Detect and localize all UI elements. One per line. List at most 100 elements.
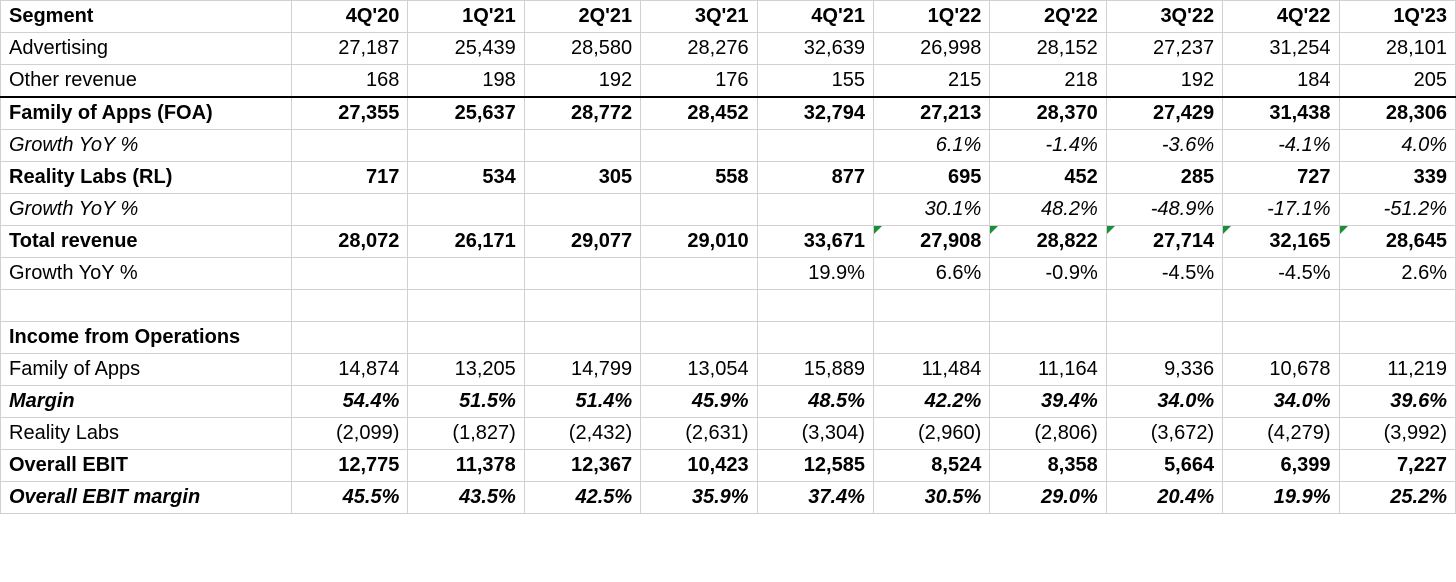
row-label: Overall EBIT — [1, 450, 292, 482]
cell: 39.6% — [1339, 386, 1455, 418]
cell — [524, 322, 640, 354]
cell: 12,367 — [524, 450, 640, 482]
cell — [873, 290, 989, 322]
cell: 13,054 — [641, 354, 757, 386]
col-header-period: 1Q'21 — [408, 1, 524, 33]
cell — [292, 194, 408, 226]
cell — [524, 194, 640, 226]
cell: 37.4% — [757, 482, 873, 514]
cell: 28,101 — [1339, 33, 1455, 65]
cell: 19.9% — [757, 258, 873, 290]
table-row: Overall EBIT12,77511,37812,36710,42312,5… — [1, 450, 1456, 482]
cell — [1339, 322, 1455, 354]
cell: -1.4% — [990, 130, 1106, 162]
cell: 28,152 — [990, 33, 1106, 65]
cell — [641, 290, 757, 322]
cell: 7,227 — [1339, 450, 1455, 482]
cell: 727 — [1223, 162, 1339, 194]
cell — [641, 258, 757, 290]
cell — [873, 322, 989, 354]
cell: 28,306 — [1339, 97, 1455, 130]
row-label: Advertising — [1, 33, 292, 65]
cell — [1106, 290, 1222, 322]
cell — [757, 194, 873, 226]
cell — [641, 130, 757, 162]
cell: 205 — [1339, 65, 1455, 98]
cell: -48.9% — [1106, 194, 1222, 226]
cell: 10,423 — [641, 450, 757, 482]
cell: 28,822 — [990, 226, 1106, 258]
cell — [524, 290, 640, 322]
cell: 452 — [990, 162, 1106, 194]
cell: (2,631) — [641, 418, 757, 450]
financial-segment-table: Segment4Q'201Q'212Q'213Q'214Q'211Q'222Q'… — [0, 0, 1456, 514]
cell: 6.6% — [873, 258, 989, 290]
cell: 12,775 — [292, 450, 408, 482]
cell: 14,799 — [524, 354, 640, 386]
cell — [1106, 322, 1222, 354]
cell — [524, 130, 640, 162]
cell: 558 — [641, 162, 757, 194]
cell: -4.5% — [1223, 258, 1339, 290]
cell: (2,960) — [873, 418, 989, 450]
row-label: Reality Labs (RL) — [1, 162, 292, 194]
cell: 28,645 — [1339, 226, 1455, 258]
cell: 42.5% — [524, 482, 640, 514]
cell: 13,205 — [408, 354, 524, 386]
cell: 5,664 — [1106, 450, 1222, 482]
table-row: Reality Labs (RL)71753430555887769545228… — [1, 162, 1456, 194]
cell: 14,874 — [292, 354, 408, 386]
cell: 42.2% — [873, 386, 989, 418]
cell: 27,213 — [873, 97, 989, 130]
cell: 30.1% — [873, 194, 989, 226]
col-header-period: 3Q'21 — [641, 1, 757, 33]
cell: 28,370 — [990, 97, 1106, 130]
cell: 48.5% — [757, 386, 873, 418]
cell — [757, 290, 873, 322]
cell: 19.9% — [1223, 482, 1339, 514]
cell: 184 — [1223, 65, 1339, 98]
cell: 48.2% — [990, 194, 1106, 226]
cell: 285 — [1106, 162, 1222, 194]
cell: 31,254 — [1223, 33, 1339, 65]
table-row: Margin54.4%51.5%51.4%45.9%48.5%42.2%39.4… — [1, 386, 1456, 418]
cell: 8,358 — [990, 450, 1106, 482]
col-header-period: 4Q'22 — [1223, 1, 1339, 33]
cell: -3.6% — [1106, 130, 1222, 162]
cell: 29,010 — [641, 226, 757, 258]
cell: 27,908 — [873, 226, 989, 258]
row-label: Total revenue — [1, 226, 292, 258]
col-header-period: 1Q'22 — [873, 1, 989, 33]
cell: 20.4% — [1106, 482, 1222, 514]
row-label — [1, 290, 292, 322]
col-header-period: 1Q'23 — [1339, 1, 1455, 33]
cell: (2,806) — [990, 418, 1106, 450]
cell: 215 — [873, 65, 989, 98]
cell: 33,671 — [757, 226, 873, 258]
cell — [641, 194, 757, 226]
cell: 176 — [641, 65, 757, 98]
col-header-period: 2Q'21 — [524, 1, 640, 33]
cell: 11,484 — [873, 354, 989, 386]
cell — [408, 194, 524, 226]
cell: 12,585 — [757, 450, 873, 482]
cell: 27,355 — [292, 97, 408, 130]
cell: 168 — [292, 65, 408, 98]
table-row: Reality Labs(2,099)(1,827)(2,432)(2,631)… — [1, 418, 1456, 450]
cell: 45.9% — [641, 386, 757, 418]
cell: 305 — [524, 162, 640, 194]
cell — [1223, 290, 1339, 322]
cell: 32,794 — [757, 97, 873, 130]
cell — [757, 322, 873, 354]
table-row: Income from Operations — [1, 322, 1456, 354]
cell: 32,639 — [757, 33, 873, 65]
cell: 218 — [990, 65, 1106, 98]
cell — [641, 322, 757, 354]
cell: 27,714 — [1106, 226, 1222, 258]
row-label: Growth YoY % — [1, 130, 292, 162]
table-row: Other revenue168198192176155215218192184… — [1, 65, 1456, 98]
cell: 28,276 — [641, 33, 757, 65]
cell: 51.5% — [408, 386, 524, 418]
table-row: Growth YoY %30.1%48.2%-48.9%-17.1%-51.2% — [1, 194, 1456, 226]
cell: 6.1% — [873, 130, 989, 162]
